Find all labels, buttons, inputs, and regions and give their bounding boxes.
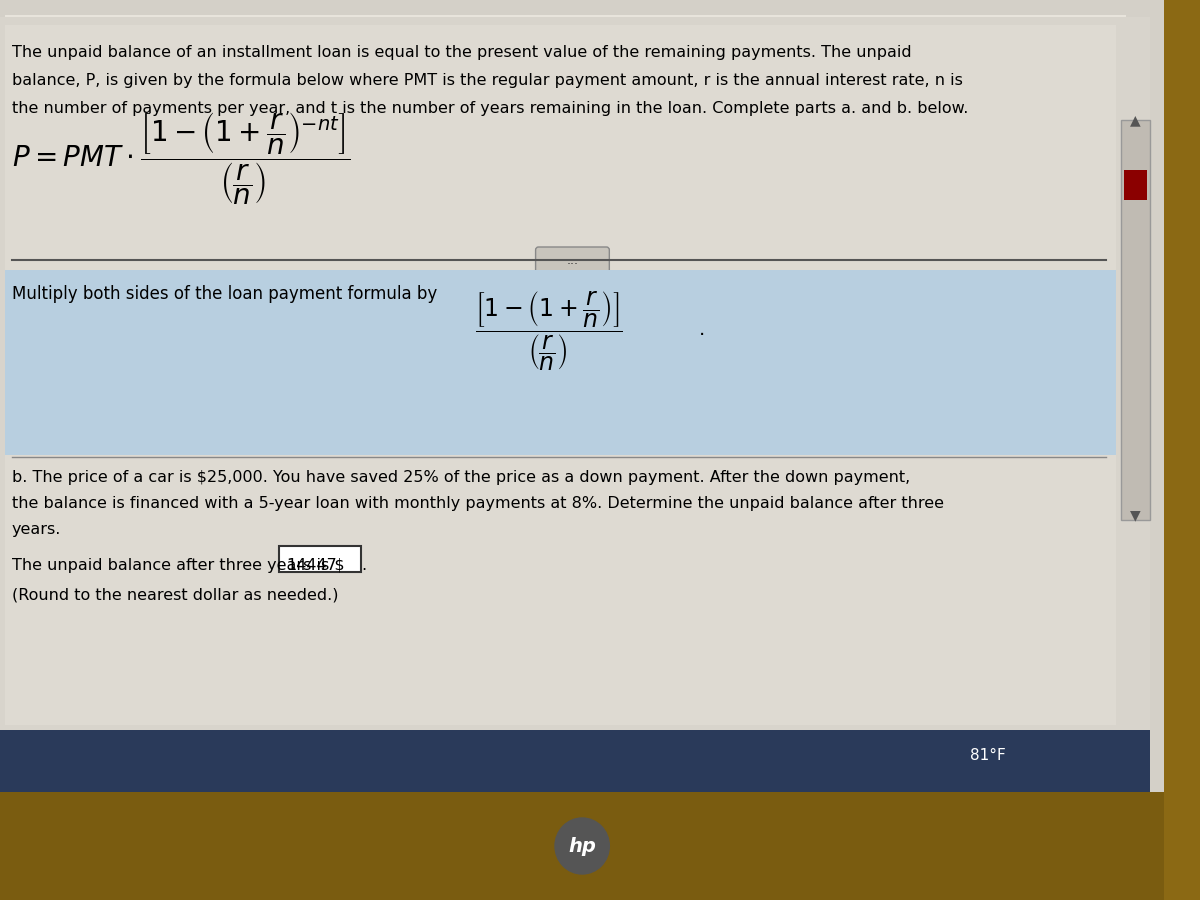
Text: The unpaid balance after three years is $: The unpaid balance after three years is …	[12, 558, 344, 573]
Text: the number of payments per year, and t is the number of years remaining in the l: the number of payments per year, and t i…	[12, 101, 968, 116]
Text: The unpaid balance of an installment loan is equal to the present value of the r: The unpaid balance of an installment loa…	[12, 45, 911, 60]
Text: ...: ...	[566, 255, 578, 267]
FancyBboxPatch shape	[1121, 120, 1150, 520]
Text: $P = PMT\cdot\dfrac{\left[1-\left(1+\dfrac{r}{n}\right)^{-nt}\right]}{\left(\dfr: $P = PMT\cdot\dfrac{\left[1-\left(1+\dfr…	[12, 110, 349, 207]
Text: ▼: ▼	[1130, 508, 1140, 522]
Text: hp: hp	[569, 836, 596, 856]
Text: 81°F: 81°F	[971, 748, 1006, 762]
Text: Multiply both sides of the loan payment formula by: Multiply both sides of the loan payment …	[12, 285, 437, 303]
Text: (Round to the nearest dollar as needed.): (Round to the nearest dollar as needed.)	[12, 588, 338, 603]
FancyBboxPatch shape	[1123, 170, 1147, 200]
Circle shape	[554, 818, 610, 874]
FancyBboxPatch shape	[5, 270, 1116, 455]
Text: 14447: 14447	[287, 558, 337, 573]
Text: years.: years.	[12, 522, 61, 537]
Text: ▲: ▲	[1130, 113, 1140, 127]
Text: $\dfrac{\left[1-\left(1+\dfrac{r}{n}\right)\right]}{\left(\dfrac{r}{n}\right)}$: $\dfrac{\left[1-\left(1+\dfrac{r}{n}\rig…	[475, 290, 623, 374]
FancyBboxPatch shape	[0, 730, 1150, 792]
FancyBboxPatch shape	[0, 792, 1164, 900]
Text: the balance is financed with a 5-year loan with monthly payments at 8%. Determin: the balance is financed with a 5-year lo…	[12, 496, 943, 511]
FancyBboxPatch shape	[0, 17, 1150, 792]
Text: balance, P, is given by the formula below where PMT is the regular payment amoun: balance, P, is given by the formula belo…	[12, 73, 962, 88]
FancyBboxPatch shape	[535, 247, 610, 275]
FancyBboxPatch shape	[280, 546, 361, 572]
Text: .: .	[361, 558, 366, 573]
FancyBboxPatch shape	[5, 80, 926, 250]
Text: b. The price of a car is $25,000. You have saved 25% of the price as a down paym: b. The price of a car is $25,000. You ha…	[12, 470, 910, 485]
FancyBboxPatch shape	[0, 0, 1164, 795]
Text: .: .	[698, 320, 704, 339]
FancyBboxPatch shape	[5, 15, 1126, 580]
FancyBboxPatch shape	[5, 25, 1116, 725]
